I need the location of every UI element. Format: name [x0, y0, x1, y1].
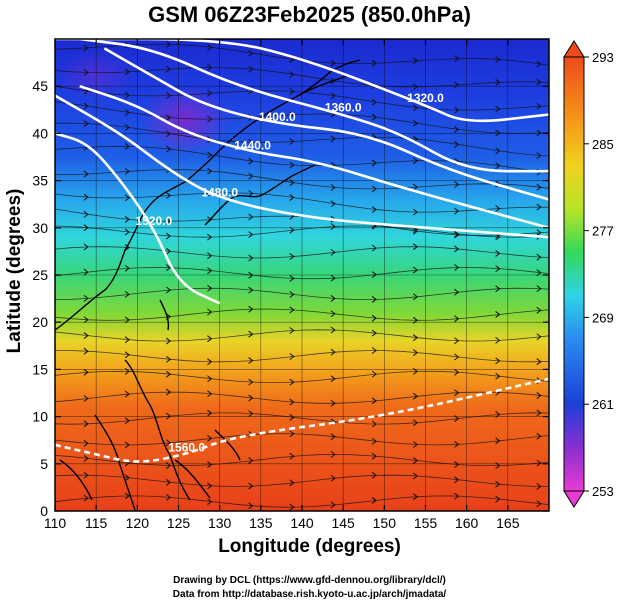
- x-tick-label: 135: [249, 515, 273, 531]
- x-tick-label: 155: [414, 515, 438, 531]
- contour-label: 1360.0: [325, 101, 362, 115]
- y-tick-label: 30: [32, 220, 48, 236]
- x-tick-label: 140: [290, 515, 314, 531]
- y-tick-label: 10: [32, 409, 48, 425]
- y-tick-label: 40: [32, 125, 48, 141]
- colorbar: [564, 57, 584, 491]
- y-tick-label: 25: [32, 267, 48, 283]
- colorbar-min-triangle: [564, 491, 584, 507]
- y-tick-label: 35: [32, 173, 48, 189]
- x-tick-label: 145: [331, 515, 355, 531]
- y-tick-label: 5: [40, 456, 48, 472]
- credit-data: Data from http://database.rish.kyoto-u.a…: [0, 589, 619, 600]
- y-tick-label: 45: [32, 78, 48, 94]
- x-tick-label: 150: [373, 515, 397, 531]
- colorbar-tick-label: 261: [592, 397, 614, 412]
- x-tick-label: 165: [496, 515, 520, 531]
- y-tick-label: 20: [32, 314, 48, 330]
- x-tick-label: 115: [85, 515, 108, 531]
- colorbar-tick-label: 277: [592, 224, 614, 239]
- contour-label: 1480.0: [201, 185, 238, 199]
- contour-label: 1440.0: [234, 138, 271, 152]
- contour-label: 1400.0: [259, 110, 296, 124]
- contour-label: 1320.0: [407, 91, 444, 105]
- credit-drawing: Drawing by DCL (https://www.gfd-dennou.o…: [0, 575, 619, 586]
- x-tick-label: 125: [167, 515, 191, 531]
- colorbar-tick-label: 253: [592, 484, 614, 499]
- contour-label: 1520.0: [135, 214, 172, 228]
- x-axis-label: Longitude (degrees): [0, 536, 619, 558]
- colorbar-ticks: 253 261 269 277 285 293: [584, 50, 614, 499]
- y-tick-label: 15: [32, 361, 48, 377]
- x-tick-label: 130: [208, 515, 232, 531]
- y-axis-label: Latitude (degrees): [4, 146, 26, 396]
- contour-label: 1560.0: [168, 440, 205, 454]
- colorbar-max-triangle: [564, 41, 584, 57]
- y-tick-label: 0: [40, 503, 48, 519]
- colorbar-tick-label: 285: [592, 137, 614, 152]
- colorbar-tick-label: 293: [592, 50, 614, 65]
- x-tick-label: 120: [126, 515, 150, 531]
- x-tick-label: 160: [455, 515, 479, 531]
- colorbar-tick-label: 269: [592, 310, 614, 325]
